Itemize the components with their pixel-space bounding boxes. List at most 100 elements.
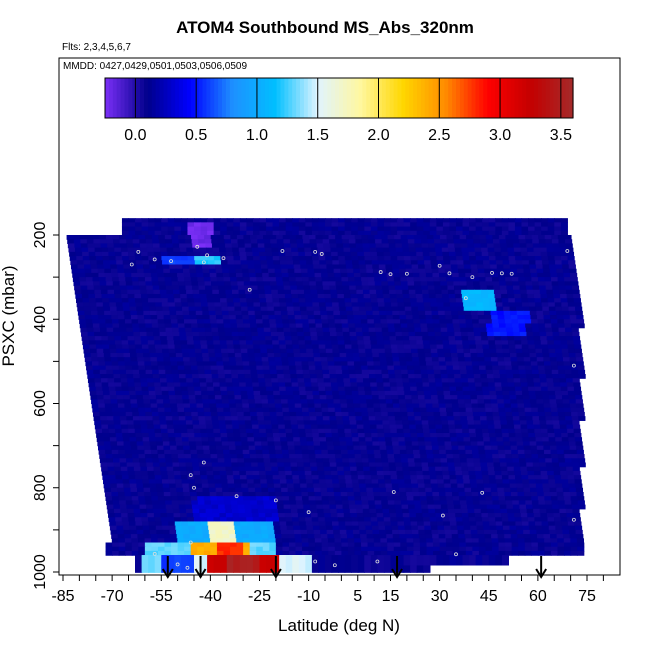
- heatmap-cell: [359, 487, 367, 493]
- heatmap-cell: [446, 235, 454, 240]
- heatmap-cell: [345, 348, 353, 354]
- heatmap-cell: [140, 420, 148, 426]
- heatmap-cell: [456, 230, 464, 236]
- heatmap-cell: [331, 344, 339, 350]
- heatmap-cell: [164, 449, 172, 455]
- heatmap-cell: [278, 293, 286, 299]
- heatmap-cell: [236, 323, 245, 329]
- heatmap-cell: [175, 306, 183, 312]
- heatmap-cell: [203, 449, 211, 455]
- colorbar-segment: [132, 78, 137, 118]
- heatmap-cell: [417, 306, 426, 312]
- heatmap-cell: [319, 260, 327, 266]
- heatmap-cell: [119, 458, 127, 464]
- heatmap-cell: [414, 458, 422, 464]
- heatmap-cell: [384, 390, 392, 396]
- heatmap-cell: [125, 365, 133, 371]
- heatmap-cell: [501, 293, 509, 299]
- heatmap-cell: [496, 395, 504, 400]
- heatmap-cell: [170, 319, 179, 325]
- heatmap-cell: [259, 222, 267, 228]
- heatmap-cell: [515, 437, 524, 443]
- heatmap-cell: [184, 365, 192, 371]
- heatmap-cell: [363, 293, 371, 299]
- heatmap-cell: [339, 483, 347, 489]
- heatmap-cell: [202, 357, 210, 362]
- heatmap-cell: [106, 281, 114, 287]
- heatmap-cell: [215, 445, 224, 451]
- heatmap-cell: [220, 230, 228, 236]
- heatmap-cell: [161, 344, 169, 350]
- heatmap-cell: [306, 264, 314, 270]
- heatmap-cell: [328, 323, 336, 329]
- heatmap-cell: [151, 411, 160, 417]
- heatmap-cell: [570, 454, 578, 459]
- heatmap-cell: [329, 243, 337, 249]
- heatmap-cell: [452, 361, 460, 367]
- heatmap-cell: [564, 369, 572, 375]
- heatmap-cell: [117, 487, 125, 493]
- heatmap-cell: [394, 458, 402, 464]
- heatmap-cell: [268, 403, 276, 409]
- heatmap-cell: [291, 340, 300, 346]
- heatmap-cell: [468, 424, 476, 430]
- heatmap-cell: [397, 260, 406, 266]
- heatmap-cell: [173, 293, 181, 299]
- heatmap-cell: [429, 293, 437, 299]
- heatmap-cell: [339, 399, 348, 405]
- heatmap-cell: [315, 411, 323, 417]
- heatmap-cell: [304, 247, 312, 253]
- heatmap-cell: [92, 411, 101, 417]
- heatmap-cell: [107, 462, 115, 468]
- heatmap-cell: [238, 466, 246, 472]
- heatmap-cell: [559, 247, 567, 253]
- heatmap-cell: [115, 340, 123, 346]
- heatmap-cell: [407, 416, 416, 421]
- heatmap-cell: [520, 466, 528, 472]
- heatmap-cell: [469, 348, 478, 354]
- heatmap-cell: [304, 470, 312, 476]
- colorbar-segment: [147, 78, 153, 118]
- heatmap-cell: [540, 293, 548, 299]
- heatmap-cell: [340, 445, 348, 451]
- heatmap-cell: [261, 445, 269, 451]
- heatmap-cell: [207, 302, 215, 308]
- heatmap-cell: [159, 331, 167, 337]
- heatmap-cell: [506, 239, 514, 245]
- heatmap-cell: [530, 272, 538, 278]
- heatmap-cell: [471, 357, 479, 362]
- heatmap-cell: [351, 479, 360, 485]
- heatmap-cell: [402, 466, 410, 472]
- heatmap-cell: [447, 458, 455, 464]
- heatmap-cell: [103, 306, 111, 312]
- heatmap-cell: [444, 268, 453, 274]
- heatmap-cell: [263, 239, 271, 245]
- heatmap-cell: [454, 331, 462, 337]
- heatmap-cell: [526, 378, 534, 384]
- heatmap-cell: [466, 239, 474, 245]
- heatmap-cell: [564, 365, 572, 371]
- heatmap-cell: [411, 395, 419, 400]
- heatmap-cell: [474, 247, 482, 253]
- heatmap-cell: [121, 230, 130, 236]
- heatmap-cell: [305, 222, 313, 228]
- heatmap-cell: [191, 235, 199, 240]
- heatmap-cell: [430, 344, 438, 350]
- heatmap-cell: [218, 420, 226, 426]
- heatmap-cell: [147, 247, 155, 253]
- heatmap-cell: [566, 289, 574, 295]
- heatmap-cell: [571, 411, 579, 417]
- heatmap-cell: [100, 420, 108, 426]
- heatmap-cell: [251, 378, 259, 384]
- heatmap-cell: [518, 323, 526, 329]
- heatmap-cell: [344, 340, 352, 346]
- heatmap-cell: [120, 374, 128, 379]
- heatmap-cell: [435, 466, 443, 472]
- heatmap-cell: [494, 336, 502, 341]
- heatmap-cell: [321, 407, 329, 413]
- heatmap-cell: [417, 390, 425, 396]
- heatmap-cell: [243, 281, 251, 287]
- heatmap-cell: [252, 386, 261, 392]
- heatmap-cell: [495, 230, 503, 236]
- heatmap-cell: [380, 407, 388, 413]
